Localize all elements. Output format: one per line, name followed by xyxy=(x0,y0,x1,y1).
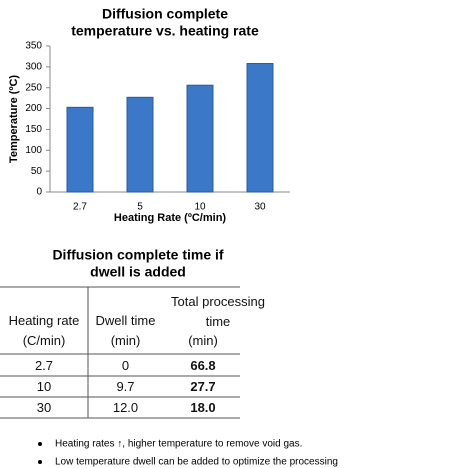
bar xyxy=(186,84,214,193)
bullet-dot xyxy=(38,442,42,446)
x-tick-label: 5 xyxy=(137,202,143,213)
y-tick-label: 350 xyxy=(25,41,42,52)
bar xyxy=(246,63,274,193)
table-title: Diffusion complete time if xyxy=(52,247,223,263)
y-tick-label: 250 xyxy=(25,82,42,93)
y-tick-label: 50 xyxy=(31,166,43,177)
table-title: dwell is added xyxy=(90,264,186,280)
table-header: (C/min) xyxy=(22,333,66,348)
bar xyxy=(126,96,154,193)
y-tick-label: 0 xyxy=(36,187,42,198)
table-header: Total processing time xyxy=(171,294,265,329)
x-tick-label: 10 xyxy=(194,202,206,213)
x-tick-label: 2.7 xyxy=(73,202,87,213)
table-cell: 66.8 xyxy=(190,358,216,373)
table-cell: 30 xyxy=(36,400,52,415)
y-tick-label: 150 xyxy=(25,124,42,135)
chart-title: temperature vs. heating rate xyxy=(71,23,259,39)
y-tick-label: 200 xyxy=(25,103,42,114)
table-cell: 10 xyxy=(36,379,52,394)
table-header: (min) xyxy=(188,333,218,348)
y-axis-label: Temperature (ºC) xyxy=(8,75,20,163)
table-cell: 12.0 xyxy=(112,400,139,415)
table-lines xyxy=(0,286,240,419)
bullet-text: Low temperature dwell can be added to op… xyxy=(55,457,338,468)
table-header: Dwell time xyxy=(95,313,156,328)
y-tick-label: 100 xyxy=(25,145,42,156)
table-cell: 9.7 xyxy=(116,379,135,394)
x-tick-label: 30 xyxy=(254,202,266,213)
table-cell: 0 xyxy=(121,358,130,373)
table-header: (min) xyxy=(110,333,141,348)
table-header: Heating rate xyxy=(8,313,80,328)
table-cell: 2.7 xyxy=(34,358,54,373)
y-tick-label: 300 xyxy=(25,61,42,72)
chart-title: Diffusion complete xyxy=(102,6,228,22)
bullet-text: Heating rates ↑, higher temperature to r… xyxy=(55,439,302,450)
bullet-dot xyxy=(38,460,42,464)
bar xyxy=(66,106,94,193)
table-cell: 27.7 xyxy=(190,379,216,394)
table-cell: 18.0 xyxy=(190,400,216,415)
x-axis-label: Heating Rate (ºC/min) xyxy=(114,212,227,224)
